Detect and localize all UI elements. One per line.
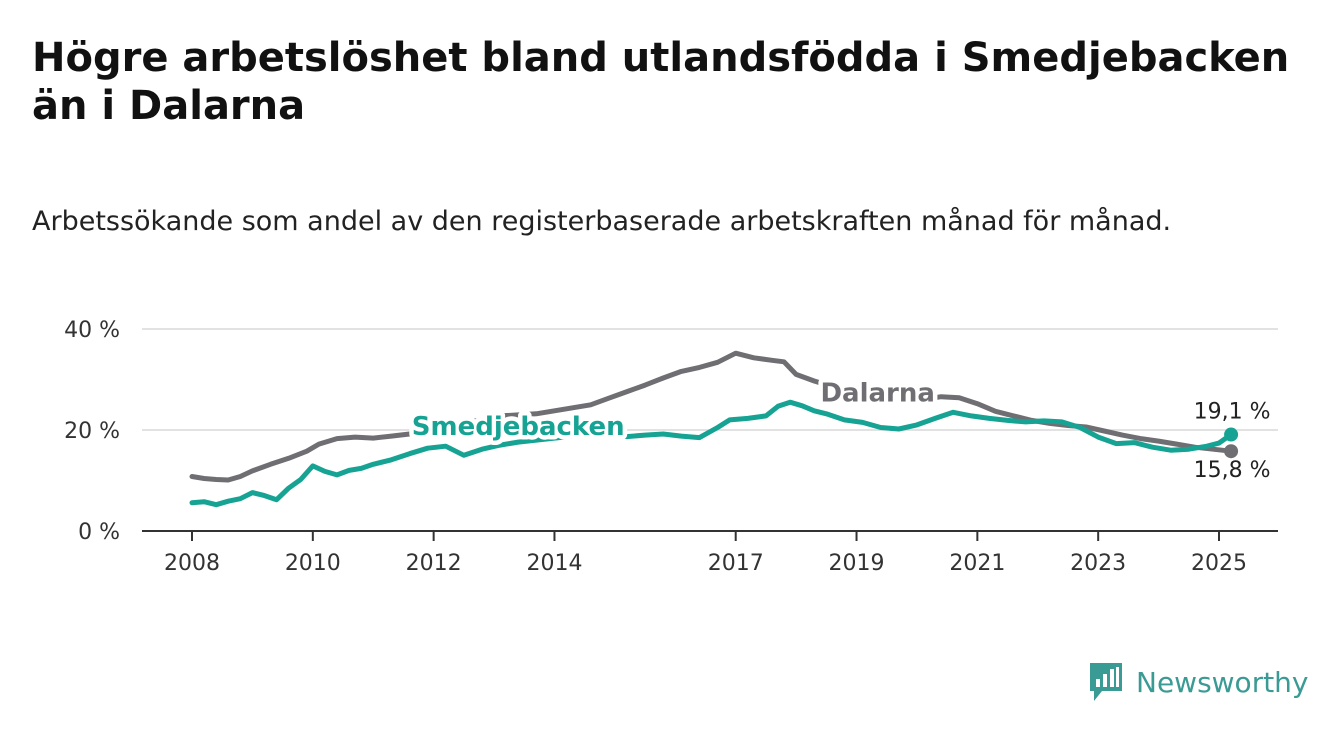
newsworthy-logo: Newsworthy bbox=[1088, 660, 1309, 704]
chart-subtitle: Arbetssökande som andel av den registerb… bbox=[32, 206, 1172, 237]
y-tick-label: 20 % bbox=[64, 419, 120, 444]
logo-text: Newsworthy bbox=[1136, 665, 1309, 699]
x-tick-label: 2025 bbox=[1191, 551, 1247, 576]
axes: 0 % 20 % 40 % 2008 2010 2012 2014 2017 2019 2021 2… bbox=[64, 318, 1278, 576]
x-tick-label: 2010 bbox=[285, 551, 341, 576]
series-label-halo-smedjebacken: Smedjebacken bbox=[412, 412, 625, 442]
x-tick-label: 2023 bbox=[1070, 551, 1126, 576]
series-labels: 19,1 %15,8 %DalarnaDalarnaSmedjebackenSm… bbox=[407, 374, 1271, 483]
end-label-dalarna: 15,8 % bbox=[1194, 458, 1271, 483]
series-label-dalarna: Dalarna bbox=[820, 379, 934, 409]
end-label-smedjebacken: 19,1 % bbox=[1194, 400, 1271, 425]
end-point-smedjebacken bbox=[1224, 427, 1239, 442]
chart-title: Högre arbetslöshet bland utlandsfödda i … bbox=[32, 35, 1290, 129]
bar-chart-logo-icon bbox=[1090, 663, 1122, 701]
end-point-dalarna bbox=[1224, 444, 1239, 459]
y-tick-label: 40 % bbox=[64, 318, 120, 343]
x-tick-label: 2019 bbox=[829, 551, 885, 576]
series-line-dalarna bbox=[189, 350, 1234, 483]
y-tick-label: 0 % bbox=[78, 520, 120, 545]
x-tick-label: 2012 bbox=[406, 551, 462, 576]
series-label-halo-dalarna: Dalarna bbox=[820, 379, 934, 409]
series-label-smedjebacken: Smedjebacken bbox=[412, 412, 625, 442]
x-tick-label: 2021 bbox=[949, 551, 1005, 576]
series-line-smedjebacken bbox=[189, 399, 1234, 508]
x-tick-label: 2008 bbox=[164, 551, 220, 576]
x-tick-label: 2014 bbox=[526, 551, 582, 576]
series-lines bbox=[189, 350, 1234, 508]
x-tick-label: 2017 bbox=[708, 551, 764, 576]
gridlines bbox=[142, 328, 1278, 431]
